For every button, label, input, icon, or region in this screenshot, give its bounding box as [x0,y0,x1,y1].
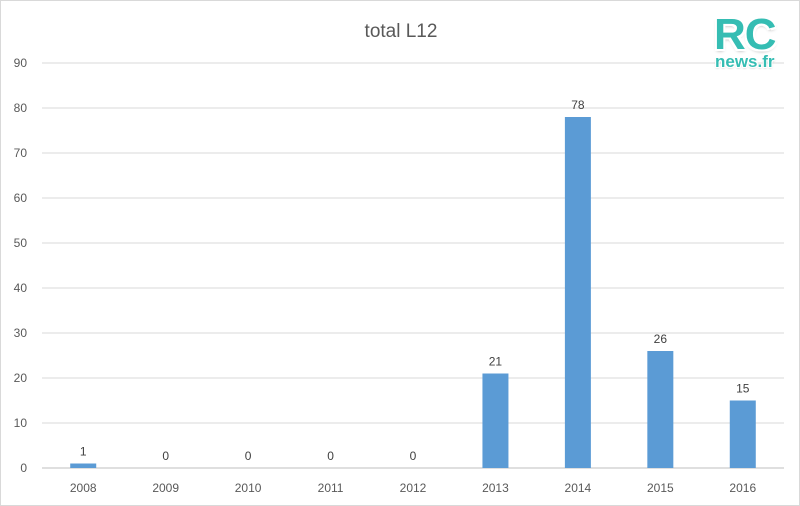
data-label: 1 [80,445,87,459]
chart-title: total L12 [365,21,438,42]
y-tick-label: 30 [14,326,28,340]
y-tick-label: 70 [14,146,28,160]
data-label: 26 [654,332,668,346]
data-label: 0 [410,449,417,463]
y-tick-label: 40 [14,281,28,295]
data-label: 0 [327,449,334,463]
x-tick-label: 2012 [400,481,427,495]
bar [482,373,509,468]
data-label: 0 [245,449,252,463]
data-label: 21 [489,355,503,369]
logo-rc-text: RC [714,10,777,59]
x-tick-label: 2015 [647,481,674,495]
y-tick-label: 60 [14,191,28,205]
x-tick-label: 2014 [565,481,592,495]
gridlines [42,62,784,469]
bar [729,400,756,468]
x-tick-label: 2010 [235,481,262,495]
y-tick-label: 80 [14,101,28,115]
x-tick-label: 2013 [482,481,509,495]
logo-news-text: news.fr [715,52,775,71]
data-label: 15 [736,382,750,396]
y-tick-label: 0 [20,461,27,475]
y-tick-label: 20 [14,371,28,385]
x-tick-label: 2008 [70,481,97,495]
y-axis: 0 10 20 30 40 50 60 70 80 90 [14,56,28,475]
bars: 1 0 0 0 0 21 78 26 15 [70,98,756,468]
x-axis: 2008 2009 2010 2011 2012 2013 2014 2015 2016 [70,481,757,495]
bar [70,463,97,468]
x-tick-label: 2016 [729,481,756,495]
y-tick-label: 90 [14,56,28,70]
data-label: 78 [571,98,585,112]
bar [647,351,674,468]
bar [564,117,591,468]
data-label: 0 [162,449,169,463]
y-tick-label: 50 [14,236,28,250]
y-tick-label: 10 [14,416,28,430]
x-tick-label: 2009 [152,481,179,495]
x-tick-label: 2011 [318,481,344,495]
rcnews-logo: RC news.fr [712,10,788,72]
